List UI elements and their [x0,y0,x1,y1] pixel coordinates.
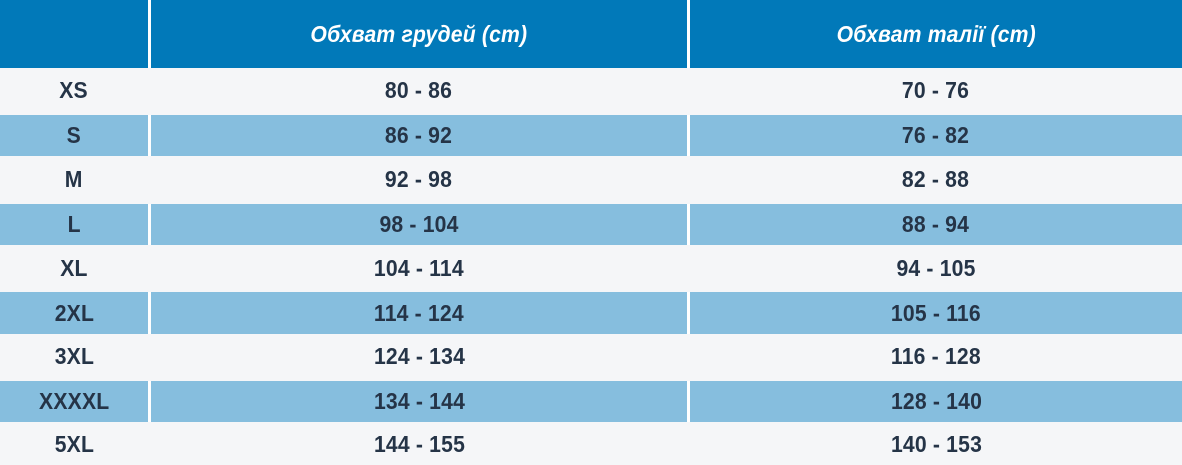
waist-cell: 88 - 94 [690,204,1182,245]
size-cell: 5XL [0,423,148,465]
size-label: S [66,122,82,148]
size-label: 2XL [54,299,94,326]
chest-cell: 104 - 114 [151,246,687,291]
waist-cell: 76 - 82 [690,115,1182,156]
chest-value: 92 - 98 [385,166,453,192]
size-label: XL [60,255,88,281]
waist-cell: 140 - 153 [690,423,1182,465]
waist-value: 128 - 140 [890,388,982,414]
size-cell: XXXXL [0,381,148,422]
table-row: L 98 - 104 88 - 94 [0,204,1182,245]
table-row: 3XL 124 - 134 116 - 128 [0,334,1182,379]
chest-cell: 124 - 134 [151,334,687,379]
chest-value: 104 - 114 [374,255,464,281]
waist-value: 88 - 94 [902,211,970,237]
chest-value: 144 - 155 [373,430,465,457]
size-cell: XS [0,68,148,113]
column-divider [687,0,690,68]
chest-cell: 86 - 92 [151,115,687,156]
waist-cell: 70 - 76 [690,68,1182,113]
column-divider [148,381,151,422]
column-divider [148,115,151,156]
table-row: M 92 - 98 82 - 88 [0,157,1182,202]
chest-cell: 144 - 155 [151,423,687,465]
header-chest-cell: Обхват грудей (cm) [151,0,687,68]
header-chest-label: Обхват грудей (cm) [310,20,528,47]
waist-cell: 105 - 116 [690,292,1182,334]
chest-cell: 80 - 86 [151,68,687,113]
table-row: 5XL 144 - 155 140 - 153 [0,423,1182,465]
header-waist-cell: Обхват талії (cm) [690,0,1182,68]
column-divider [687,292,690,334]
column-divider [687,204,690,245]
size-label: M [65,166,83,192]
chest-value: 80 - 86 [385,77,453,103]
table-row: XL 104 - 114 94 - 105 [0,246,1182,291]
size-cell: M [0,157,148,202]
size-label: 5XL [54,430,94,457]
chest-cell: 114 - 124 [151,292,687,334]
chest-cell: 98 - 104 [151,204,687,245]
waist-value: 105 - 116 [891,299,981,326]
waist-value: 76 - 82 [902,122,970,148]
column-divider [687,381,690,422]
header-size-cell [0,0,148,68]
size-cell: L [0,204,148,245]
waist-cell: 128 - 140 [690,381,1182,422]
size-cell: 2XL [0,292,148,334]
chest-cell: 134 - 144 [151,381,687,422]
waist-value: 82 - 88 [902,166,970,192]
table-row: XXXXL 134 - 144 128 - 140 [0,381,1182,422]
size-cell: XL [0,246,148,291]
size-label: XXXXL [38,388,110,414]
column-divider [148,204,151,245]
table-header-row: Обхват грудей (cm) Обхват талії (cm) [0,0,1182,68]
waist-value: 116 - 128 [891,343,981,369]
waist-cell: 82 - 88 [690,157,1182,202]
waist-cell: 94 - 105 [690,246,1182,291]
chest-value: 124 - 134 [373,343,465,369]
size-cell: 3XL [0,334,148,379]
table-row: XS 80 - 86 70 - 76 [0,68,1182,113]
column-divider [148,0,151,68]
column-divider [148,292,151,334]
chest-value: 134 - 144 [373,388,465,414]
waist-value: 94 - 105 [896,255,976,281]
table-row: S 86 - 92 76 - 82 [0,115,1182,156]
chest-value: 98 - 104 [379,211,459,237]
size-label: XS [59,77,89,103]
header-waist-label: Обхват талії (cm) [836,20,1036,47]
waist-value: 70 - 76 [902,77,970,103]
size-cell: S [0,115,148,156]
chest-value: 114 - 124 [374,299,464,326]
table-row: 2XL 114 - 124 105 - 116 [0,292,1182,334]
size-label: 3XL [54,343,94,369]
chest-value: 86 - 92 [385,122,453,148]
chest-cell: 92 - 98 [151,157,687,202]
waist-cell: 116 - 128 [690,334,1182,379]
column-divider [687,115,690,156]
waist-value: 140 - 153 [890,430,982,457]
size-label: L [67,211,81,237]
